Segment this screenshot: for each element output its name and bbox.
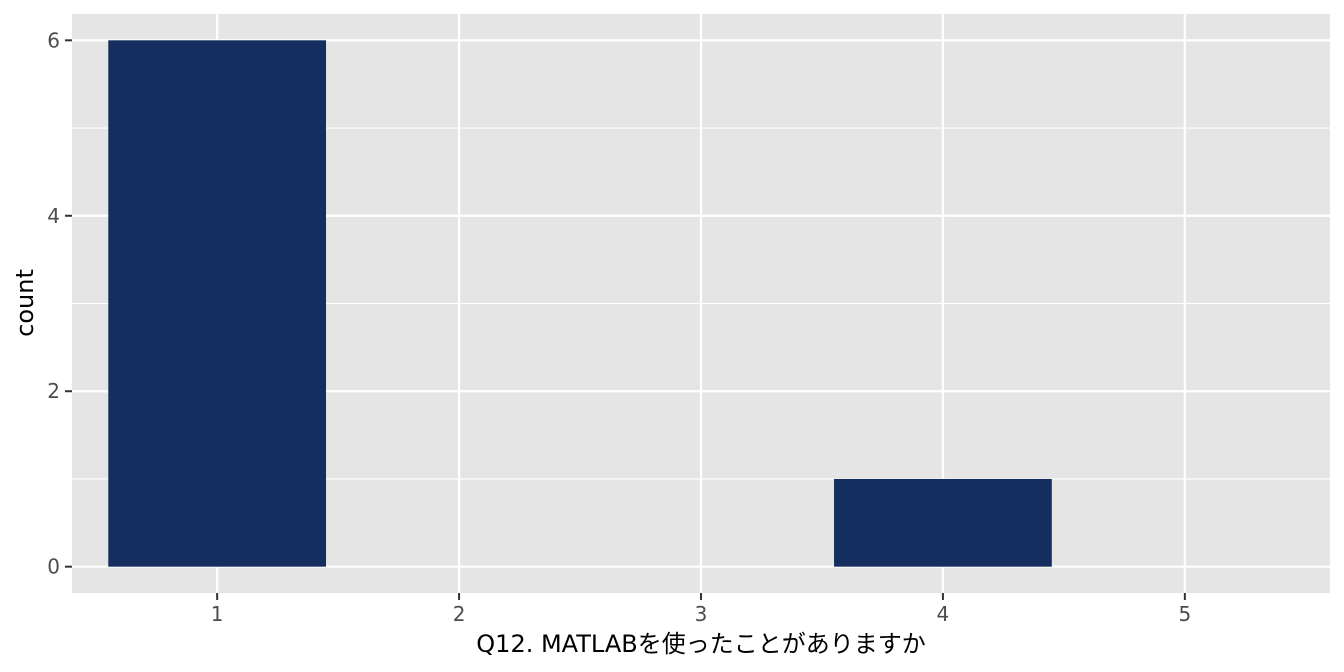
x-axis: 1 2 3 4 5	[211, 593, 1191, 626]
bar	[834, 478, 1052, 567]
y-axis: 0 2 4 6	[47, 28, 72, 579]
x-axis-title: Q12. MATLABを使ったことがありますか	[476, 630, 925, 658]
x-tick-label: 5	[1178, 602, 1191, 626]
y-tick-label: 0	[47, 555, 60, 579]
y-tick-label: 4	[47, 204, 60, 228]
y-tick-label: 2	[47, 379, 60, 403]
x-tick-label: 4	[937, 602, 950, 626]
y-axis-title: count	[11, 269, 39, 337]
x-tick-label: 3	[695, 602, 708, 626]
bars	[108, 40, 1052, 567]
x-tick-label: 1	[211, 602, 224, 626]
bar	[108, 40, 327, 567]
y-tick-label: 6	[47, 28, 60, 52]
x-tick-label: 2	[453, 602, 466, 626]
